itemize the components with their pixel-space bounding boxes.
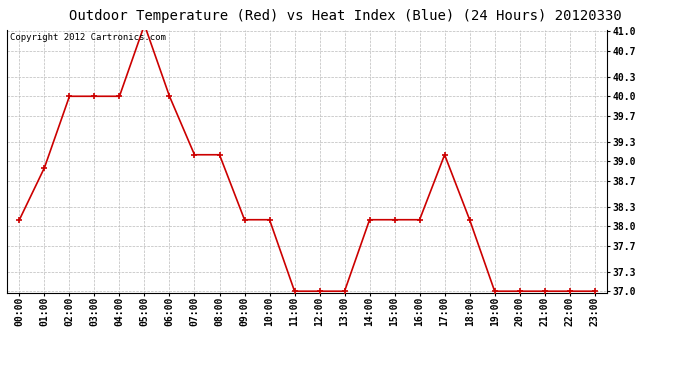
Text: Copyright 2012 Cartronics.com: Copyright 2012 Cartronics.com bbox=[10, 33, 166, 42]
Text: Outdoor Temperature (Red) vs Heat Index (Blue) (24 Hours) 20120330: Outdoor Temperature (Red) vs Heat Index … bbox=[68, 9, 622, 23]
